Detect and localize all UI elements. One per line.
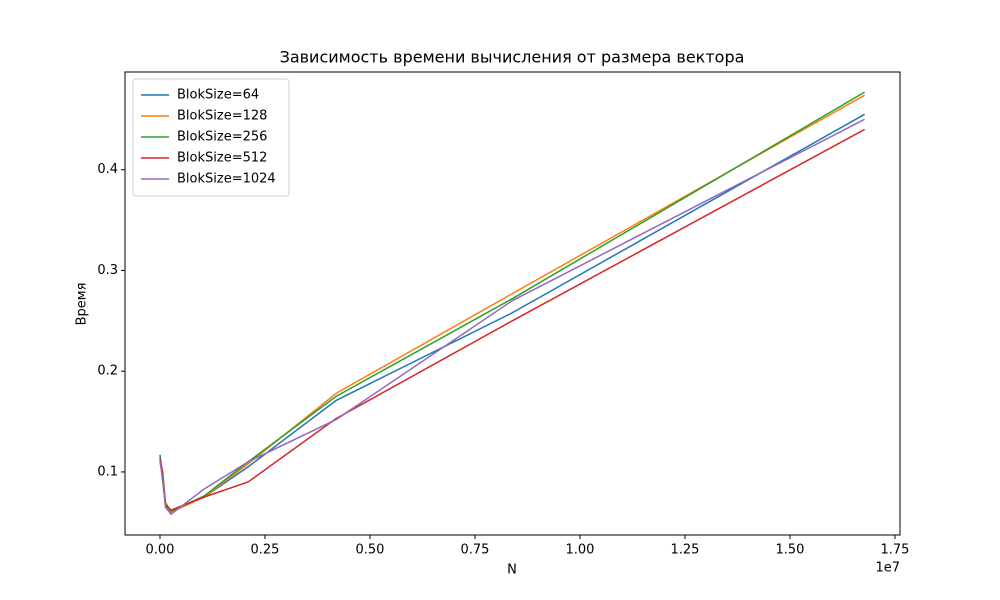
- legend-label: BlokSize=512: [177, 151, 267, 166]
- legend-label: BlokSize=64: [177, 88, 259, 103]
- legend-label: BlokSize=1024: [177, 172, 276, 187]
- series-line: [159, 118, 865, 516]
- x-axis-label: N: [507, 563, 517, 578]
- legend: BlokSize=64 BlokSize=128 BlokSize=256 BlokS…: [132, 78, 290, 197]
- legend-label: BlokSize=128: [177, 109, 267, 124]
- x-tick-label: 1.75: [880, 543, 909, 558]
- y-tick-label: 0.1: [97, 464, 118, 479]
- y-tick-label: 0.4: [97, 162, 118, 177]
- x-offset-label: 1e7: [875, 561, 900, 576]
- x-tick-label: 0.75: [460, 543, 489, 558]
- x-tick-label: 0.50: [356, 543, 385, 558]
- x-tick-label: 1.00: [565, 543, 594, 558]
- y-axis-label: Время: [75, 283, 90, 326]
- legend-box: [132, 78, 290, 197]
- y-tick-label: 0.3: [97, 263, 118, 278]
- x-tick-label: 1.25: [670, 543, 699, 558]
- y-tick-label: 0.2: [97, 364, 118, 379]
- x-tick-label: 0.25: [251, 543, 280, 558]
- plot-frame: [124, 71, 901, 536]
- x-tick-label: 1.50: [775, 543, 804, 558]
- chart-title: Зависимость времени вычисления от размер…: [280, 48, 745, 67]
- legend-label: BlokSize=256: [177, 130, 267, 145]
- x-tick-label: 0.00: [146, 543, 175, 558]
